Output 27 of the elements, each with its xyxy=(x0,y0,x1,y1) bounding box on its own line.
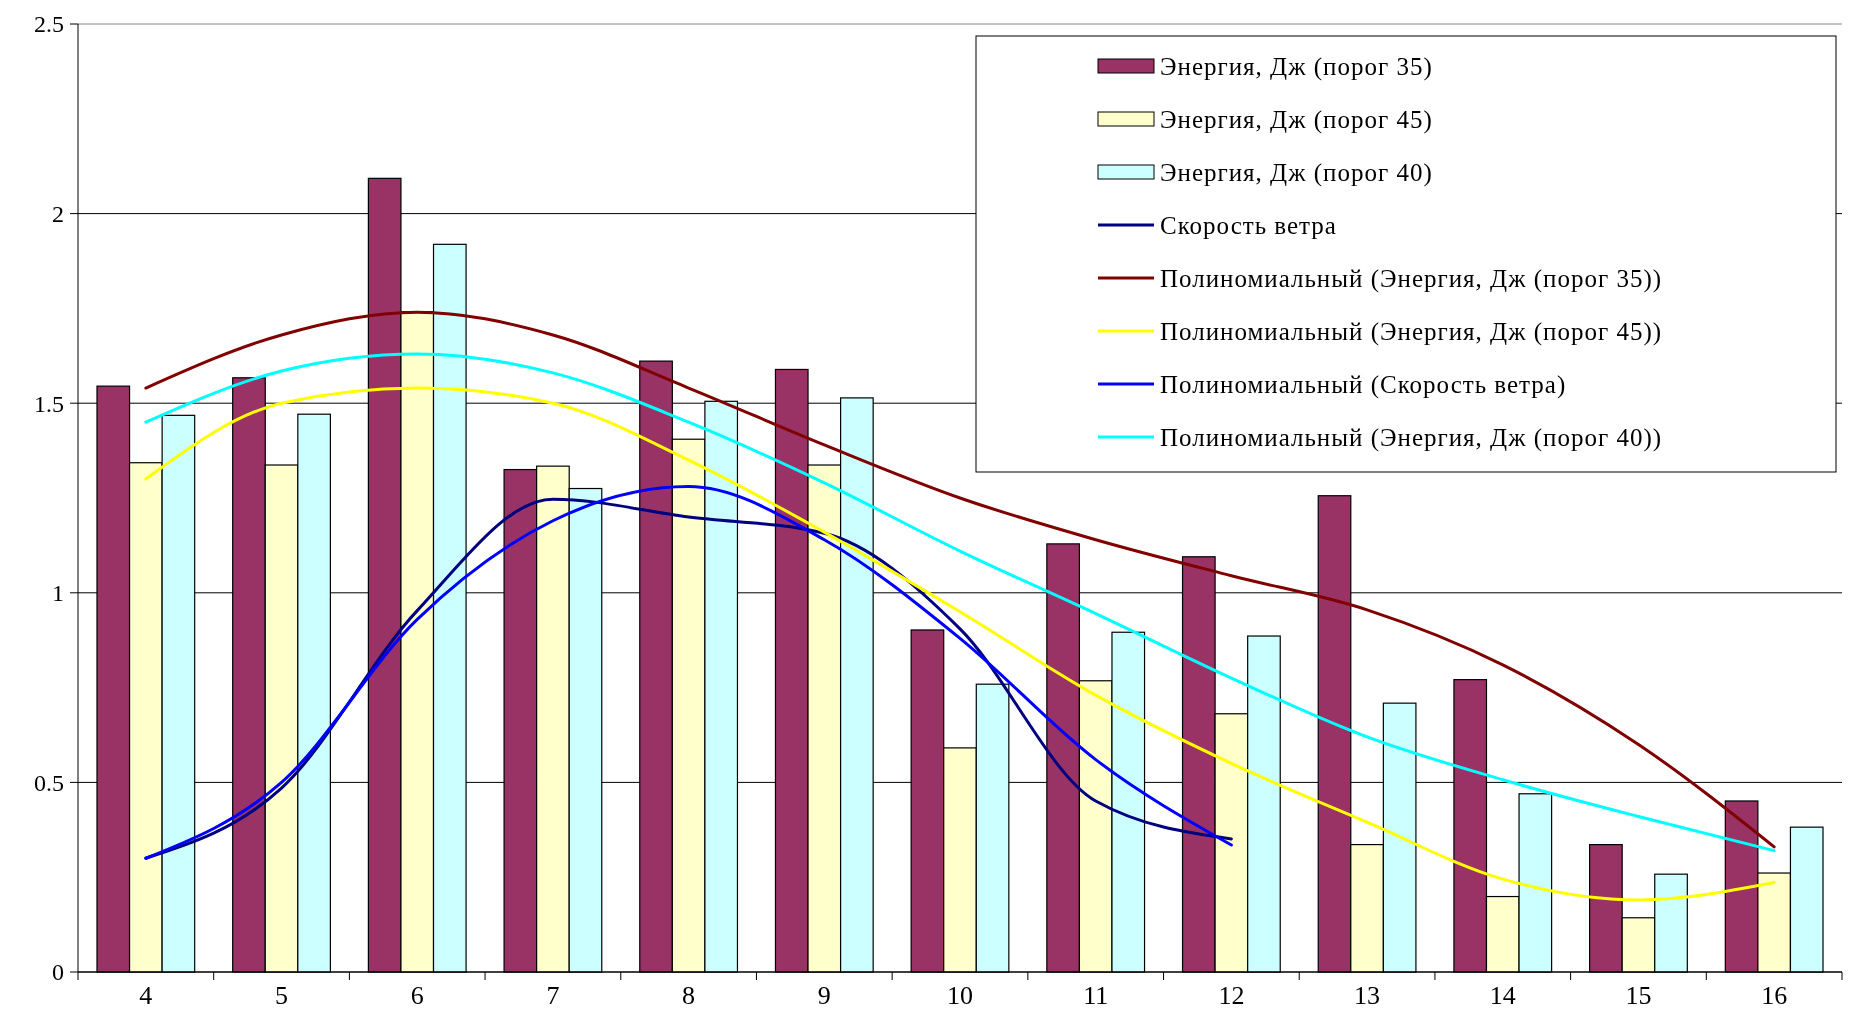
legend-label: Скорость ветра xyxy=(1160,211,1337,239)
y-tick-label: 0 xyxy=(52,959,64,986)
legend-label: Полиномиальный (Энергия, Дж (порог 40)) xyxy=(1160,423,1663,452)
x-tick-label: 14 xyxy=(1489,981,1516,1010)
y-tick-label: 2 xyxy=(52,201,64,227)
x-tick-label: 15 xyxy=(1625,981,1652,1010)
y-tick-label: 1 xyxy=(52,580,64,607)
legend-label: Энергия, Дж (порог 45) xyxy=(1160,105,1433,134)
legend-label: Энергия, Дж (порог 40) xyxy=(1160,158,1433,187)
x-tick-label: 13 xyxy=(1354,981,1381,1010)
x-tick-label: 11 xyxy=(1083,981,1109,1010)
x-tick-label: 16 xyxy=(1761,981,1788,1010)
x-tick-label: 4 xyxy=(139,981,153,1010)
x-tick-label: 10 xyxy=(947,981,973,1010)
y-tick-label: 2.5 xyxy=(34,11,64,38)
legend-label: Полиномиальный (Скорость ветра) xyxy=(1160,370,1567,399)
legend-label: Полиномиальный (Энергия, Дж (порог 35)) xyxy=(1160,264,1663,293)
x-tick-label: 6 xyxy=(410,981,424,1010)
x-tick-label: 5 xyxy=(275,981,289,1010)
legend-label: Полиномиальный (Энергия, Дж (порог 45)) xyxy=(1160,317,1663,346)
x-tick-label: 7 xyxy=(546,981,560,1010)
x-tick-label: 12 xyxy=(1218,981,1245,1010)
x-tick-label: 9 xyxy=(817,981,831,1010)
y-tick-label: 1.5 xyxy=(34,390,64,417)
legend-label: Энергия, Дж (порог 35) xyxy=(1160,52,1433,81)
y-tick-label: 0.5 xyxy=(34,769,64,796)
x-tick-label: 8 xyxy=(682,981,696,1010)
